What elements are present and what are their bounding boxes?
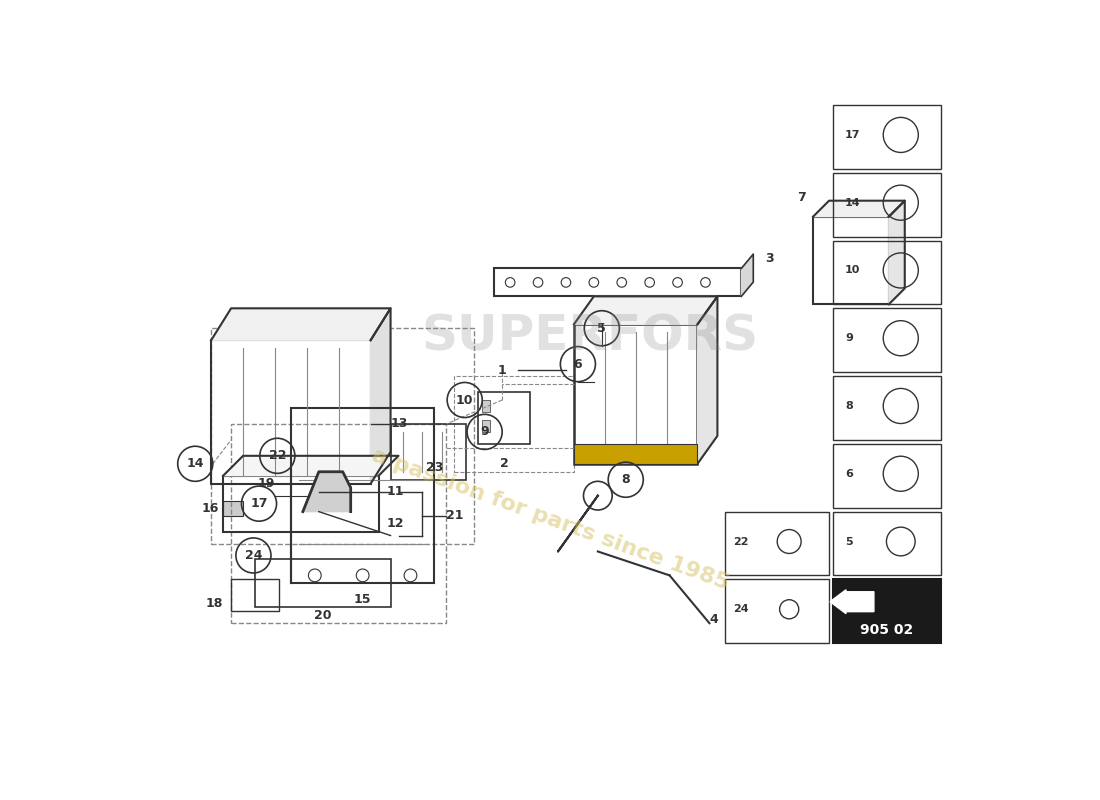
Text: SUPERFORS: SUPERFORS	[421, 312, 758, 360]
Text: 8: 8	[621, 474, 630, 486]
Bar	[833, 444, 940, 508]
Text: 1: 1	[497, 364, 506, 377]
Bar	[290, 408, 434, 583]
Text: 4: 4	[710, 614, 718, 626]
Bar	[833, 376, 940, 440]
Polygon shape	[223, 456, 398, 476]
Text: 22: 22	[734, 537, 749, 546]
Text: 22: 22	[268, 450, 286, 462]
Polygon shape	[302, 472, 351, 512]
Text: 12: 12	[386, 517, 404, 530]
Text: 8: 8	[845, 401, 853, 411]
Text: 24: 24	[734, 604, 749, 614]
Bar	[725, 579, 829, 643]
Text: 9: 9	[845, 334, 853, 343]
Bar	[223, 502, 243, 515]
Text: 5: 5	[597, 322, 606, 334]
Text: 7: 7	[798, 190, 806, 204]
Text: 14: 14	[845, 198, 860, 208]
Text: 905 02: 905 02	[860, 623, 913, 638]
FancyArrow shape	[830, 590, 873, 614]
Text: 10: 10	[845, 266, 860, 275]
Polygon shape	[813, 201, 905, 217]
Text: 20: 20	[314, 609, 331, 622]
Bar	[833, 512, 940, 575]
Polygon shape	[889, 201, 905, 304]
Bar	[725, 512, 829, 575]
Text: 15: 15	[354, 593, 372, 606]
Text: 5: 5	[845, 537, 853, 546]
Bar	[833, 308, 940, 372]
Text: a passion for parts since 1985: a passion for parts since 1985	[368, 446, 732, 594]
Bar	[574, 444, 697, 464]
Text: 13: 13	[390, 418, 408, 430]
Text: 11: 11	[386, 485, 404, 498]
Text: 6: 6	[573, 358, 582, 370]
Text: 19: 19	[257, 478, 275, 490]
Bar	[223, 476, 378, 531]
Text: 9: 9	[481, 426, 488, 438]
Bar	[494, 269, 741, 296]
Bar	[833, 105, 940, 169]
Text: 16: 16	[201, 502, 219, 515]
Text: 24: 24	[244, 549, 262, 562]
Bar	[813, 217, 889, 304]
Bar	[255, 559, 390, 607]
Polygon shape	[697, 296, 717, 464]
Bar	[454, 376, 574, 472]
Text: 14: 14	[187, 458, 204, 470]
Bar	[482, 420, 491, 432]
Bar	[211, 340, 371, 484]
Polygon shape	[371, 308, 390, 484]
Text: 18: 18	[206, 597, 223, 610]
Text: 10: 10	[455, 394, 473, 406]
Text: 17: 17	[845, 130, 860, 140]
Bar	[833, 241, 940, 304]
Text: 17: 17	[251, 497, 267, 510]
Text: 3: 3	[766, 253, 774, 266]
Bar	[231, 424, 447, 623]
Text: 23: 23	[426, 462, 443, 474]
Polygon shape	[741, 254, 754, 296]
Polygon shape	[211, 308, 390, 340]
Bar	[833, 579, 940, 643]
Bar	[833, 173, 940, 237]
Bar	[211, 328, 474, 543]
Bar	[482, 400, 491, 412]
Text: 6: 6	[845, 469, 853, 478]
Text: 2: 2	[499, 458, 508, 470]
Polygon shape	[574, 296, 717, 324]
Text: 21: 21	[447, 509, 464, 522]
Bar	[231, 579, 279, 611]
Bar	[574, 324, 697, 464]
Bar	[390, 424, 466, 480]
Bar	[478, 392, 530, 444]
